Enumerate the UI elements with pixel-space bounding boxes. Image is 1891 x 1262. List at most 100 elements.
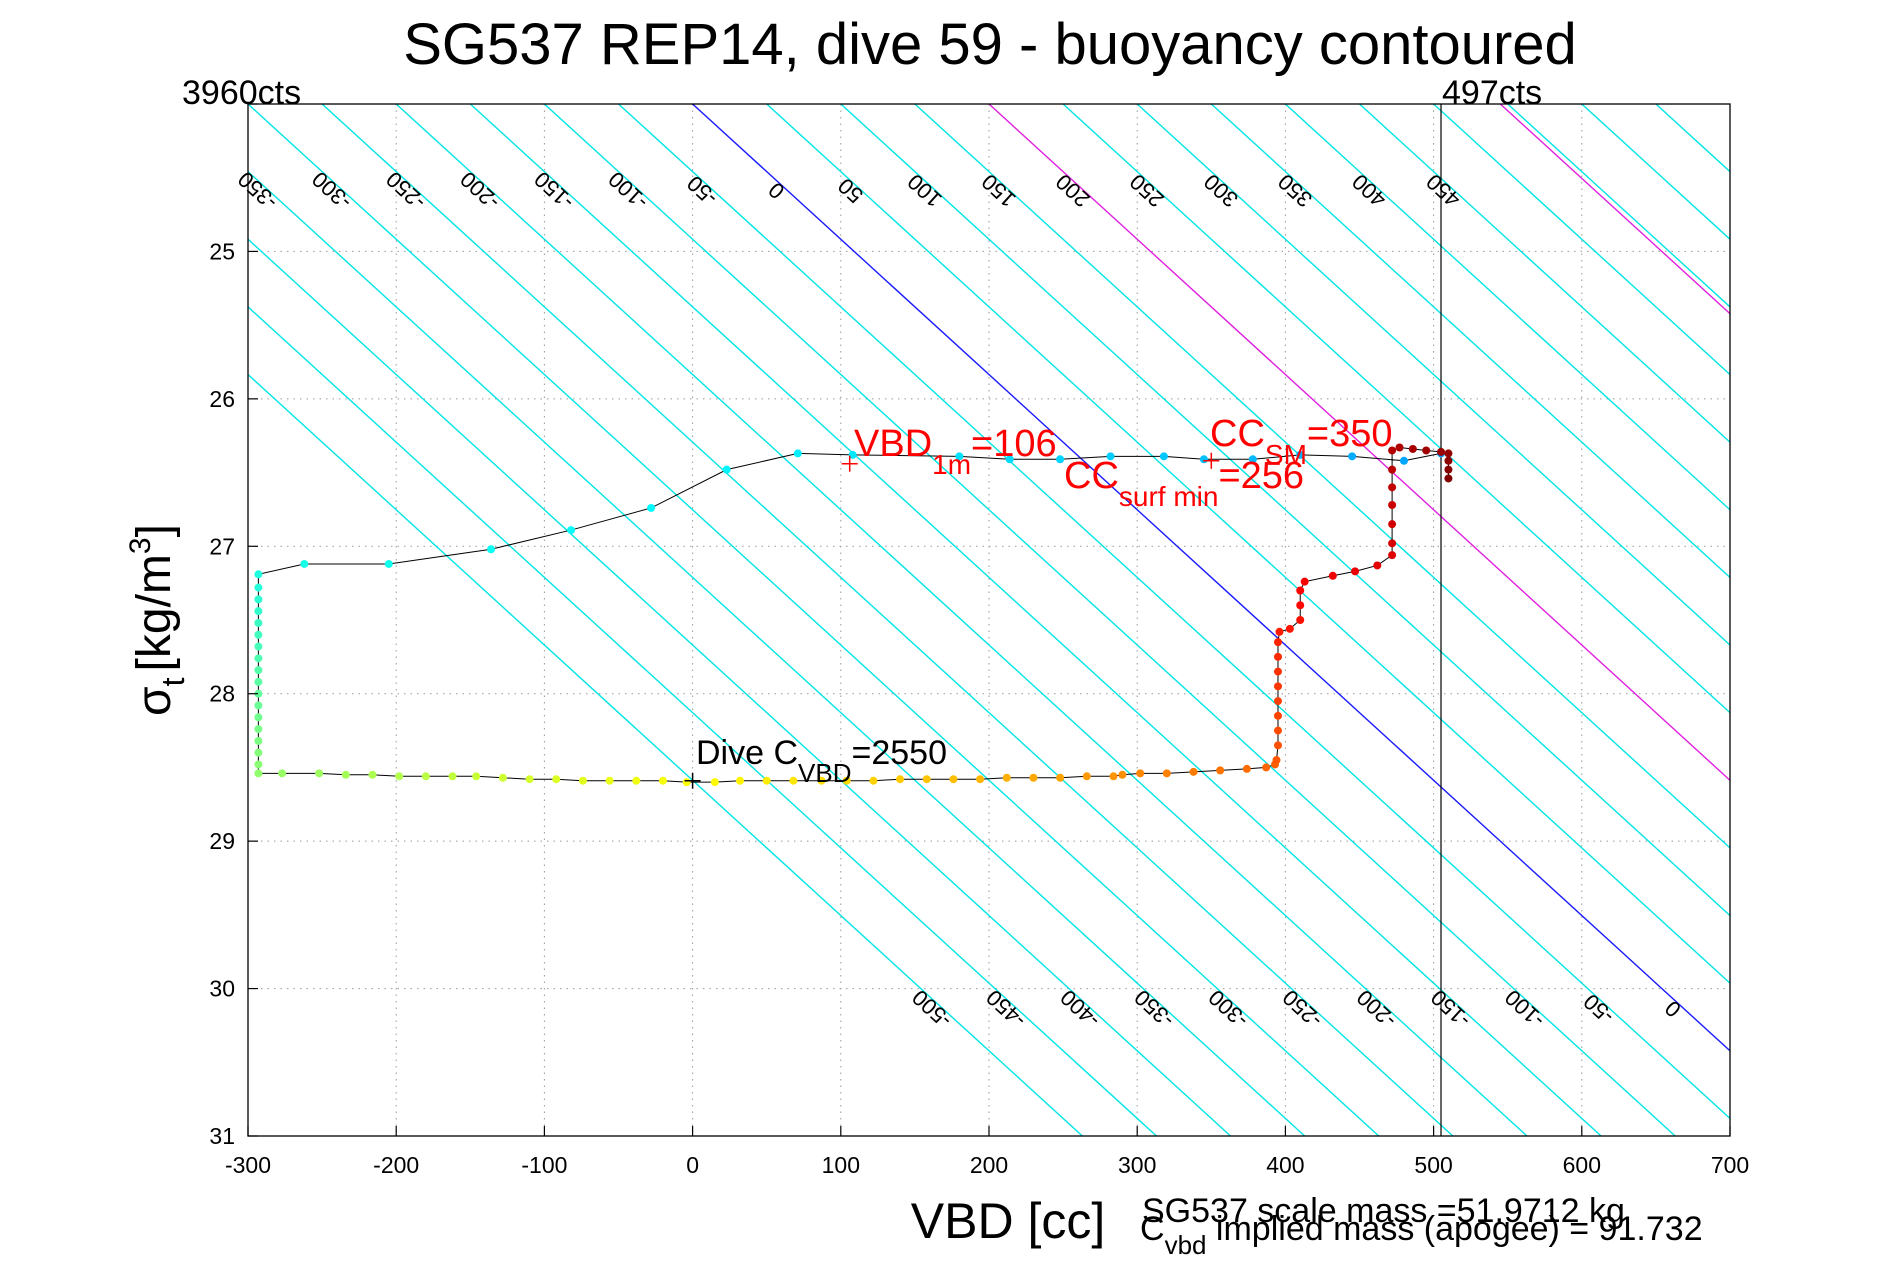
grid bbox=[248, 104, 1730, 1136]
contour-line bbox=[248, 170, 1306, 1136]
data-point bbox=[658, 776, 667, 785]
data-point bbox=[1106, 452, 1115, 461]
contour-line bbox=[988, 104, 1730, 782]
annotation-vbd1m: VBD1m=106 bbox=[854, 423, 1057, 480]
data-point bbox=[896, 775, 905, 784]
data-point bbox=[1109, 772, 1118, 781]
data-point bbox=[1162, 769, 1171, 778]
contour-line bbox=[1507, 104, 1730, 308]
data-point bbox=[254, 642, 263, 651]
y-tick-label: 31 bbox=[209, 1123, 235, 1149]
data-point bbox=[1388, 483, 1397, 492]
data-point bbox=[1388, 539, 1397, 548]
data-point bbox=[605, 776, 614, 785]
contour-line bbox=[248, 104, 1380, 1136]
data-point bbox=[1272, 756, 1281, 765]
data-point bbox=[1388, 520, 1397, 529]
contour-line bbox=[766, 104, 1730, 985]
y-tick-label: 28 bbox=[209, 681, 235, 707]
data-point bbox=[254, 713, 263, 722]
contour-line bbox=[692, 104, 1730, 1052]
data-point bbox=[254, 570, 263, 579]
data-point bbox=[254, 595, 263, 604]
x-tick-label: 0 bbox=[686, 1152, 699, 1178]
data-point bbox=[736, 776, 745, 785]
buoyancy-contours bbox=[248, 104, 1730, 1136]
y-tick-label: 30 bbox=[209, 976, 235, 1002]
data-point bbox=[1273, 652, 1282, 661]
data-point bbox=[254, 769, 263, 778]
contour-line bbox=[248, 373, 1083, 1136]
x-tick-label: -200 bbox=[373, 1152, 419, 1178]
data-point bbox=[1199, 455, 1208, 464]
data-point bbox=[1056, 773, 1065, 782]
x-tick-label: 700 bbox=[1711, 1152, 1749, 1178]
data-point bbox=[955, 452, 964, 461]
x-tick-label: 300 bbox=[1118, 1152, 1156, 1178]
contour-line bbox=[469, 104, 1602, 1136]
data-point bbox=[710, 778, 719, 787]
x-axis-ticks: -300 -200 -100 0 100 200 300 400 500 600 700 bbox=[225, 1126, 1749, 1178]
data-point bbox=[300, 559, 309, 568]
data-point bbox=[254, 666, 263, 675]
x-tick-label: 500 bbox=[1414, 1152, 1452, 1178]
data-point bbox=[254, 677, 263, 686]
data-point bbox=[315, 769, 324, 778]
data-point bbox=[1242, 764, 1251, 773]
annotation-marker bbox=[684, 772, 701, 789]
contour-line bbox=[840, 104, 1730, 917]
data-point bbox=[1296, 586, 1305, 595]
magenta-reference-line bbox=[1499, 104, 1730, 315]
y-tick-label: 26 bbox=[209, 386, 235, 412]
x-axis-label: VBD [cc] bbox=[911, 1193, 1105, 1249]
data-point bbox=[254, 654, 263, 663]
footer-scale-mass: SG537 scale mass =51.9712 kg bbox=[1142, 1192, 1625, 1230]
data-point bbox=[384, 559, 393, 568]
contour-line bbox=[1210, 104, 1730, 579]
data-point bbox=[1437, 447, 1446, 456]
data-point bbox=[1002, 773, 1011, 782]
annotation-ccsurf: CCsurf min=256 bbox=[1064, 455, 1304, 512]
data-point bbox=[395, 772, 404, 781]
data-point bbox=[448, 772, 457, 781]
data-point bbox=[368, 770, 377, 779]
data-point bbox=[254, 760, 263, 769]
contour-line bbox=[248, 238, 1232, 1136]
data-point bbox=[1300, 577, 1309, 586]
data-point bbox=[254, 725, 263, 734]
plot-background bbox=[248, 104, 1730, 1136]
y-axis-label: σt [kg/m3] bbox=[124, 524, 191, 716]
data-point bbox=[498, 773, 507, 782]
contour-line bbox=[618, 104, 1730, 1120]
data-point bbox=[1388, 465, 1397, 474]
data-point bbox=[1056, 455, 1065, 464]
data-point bbox=[1296, 601, 1305, 610]
data-point bbox=[1118, 770, 1127, 779]
x-tick-label: -300 bbox=[225, 1152, 271, 1178]
annotation-marker bbox=[1203, 452, 1220, 469]
data-point bbox=[976, 775, 985, 784]
data-point bbox=[1348, 452, 1357, 461]
contour-line bbox=[1433, 104, 1730, 376]
data-point bbox=[1273, 741, 1282, 750]
svg-text:σt[kg/m3]: σt [kg/m3] bbox=[124, 524, 191, 716]
data-point bbox=[789, 776, 798, 785]
contour-line bbox=[1284, 104, 1730, 511]
data-point bbox=[341, 770, 350, 779]
x-tick-label: 100 bbox=[822, 1152, 860, 1178]
data-point bbox=[1373, 561, 1382, 570]
y-tick-label: 25 bbox=[209, 238, 235, 264]
data-point bbox=[949, 775, 958, 784]
contour-line bbox=[1359, 104, 1730, 444]
data-point bbox=[578, 776, 587, 785]
data-point bbox=[254, 701, 263, 710]
data-point bbox=[1273, 711, 1282, 720]
chart-title: SG537 REP14, dive 59 - buoyancy contoure… bbox=[403, 12, 1577, 77]
data-point bbox=[1328, 571, 1337, 580]
contour-line bbox=[248, 305, 1157, 1136]
data-point bbox=[1296, 616, 1305, 624]
data-point bbox=[254, 689, 263, 698]
footer-implied-mass: Cvbd implied mass (apogee) = 91.732 bbox=[1140, 1210, 1703, 1260]
y-axis-label-sup: 3 bbox=[124, 537, 157, 554]
